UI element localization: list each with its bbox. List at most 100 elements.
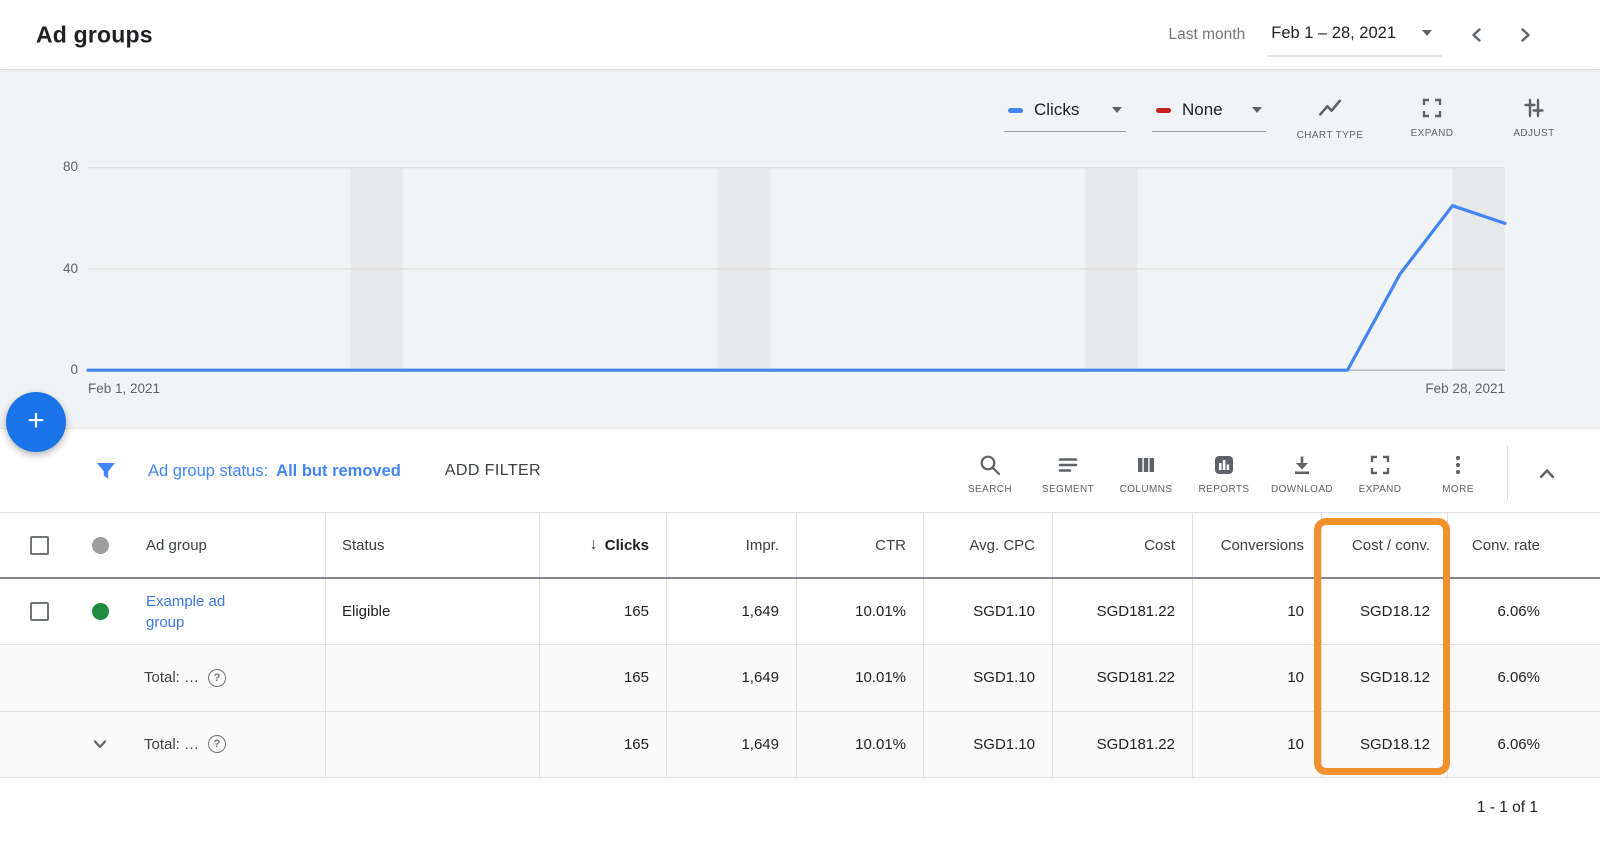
ad-group-cell: Example ad group xyxy=(130,579,325,644)
date-range-button[interactable]: Feb 1 – 28, 2021 xyxy=(1267,14,1442,57)
page-header: Ad groups Last month Feb 1 – 28, 2021 xyxy=(0,0,1600,70)
total-cost-per-conv-cell: SGD18.12 xyxy=(1321,645,1447,711)
total-impr-cell: 1,649 xyxy=(666,711,796,777)
total-clicks-cell: 165 xyxy=(539,645,666,711)
search-button[interactable]: SEARCH xyxy=(951,444,1029,495)
caret-down-icon xyxy=(1422,30,1432,36)
clicks-line-chart xyxy=(86,167,1507,372)
more-button[interactable]: MORE xyxy=(1419,444,1497,495)
secondary-metric-select[interactable]: None xyxy=(1152,84,1266,132)
more-label: MORE xyxy=(1442,484,1474,495)
column-header-cost[interactable]: Cost xyxy=(1052,513,1192,577)
chart-controls: Clicks None CHART TYPE EXPAND ADJUST xyxy=(1004,84,1572,141)
total-conv-rate-cell: 6.06% xyxy=(1447,711,1600,777)
download-icon xyxy=(1295,456,1309,475)
chart-expand-button[interactable]: EXPAND xyxy=(1394,84,1470,139)
total-avg-cpc-cell: SGD1.10 xyxy=(923,645,1052,711)
primary-metric-swatch xyxy=(1008,107,1023,113)
adjust-sliders-icon xyxy=(1524,98,1544,118)
status-dot-filter[interactable] xyxy=(91,536,109,554)
total-conversions-cell: 10 xyxy=(1192,645,1321,711)
columns-icon xyxy=(1138,458,1154,472)
clicks-line-series xyxy=(86,204,1507,372)
help-icon[interactable]: ? xyxy=(208,735,227,754)
columns-button[interactable]: COLUMNS xyxy=(1107,444,1185,495)
date-range-picker: Last month Feb 1 – 28, 2021 xyxy=(1169,0,1538,70)
expand-icon xyxy=(1370,455,1390,475)
y-axis-tick-label: 0 xyxy=(70,362,78,377)
help-icon[interactable]: ? xyxy=(208,668,227,687)
chevron-left-icon xyxy=(1472,28,1481,42)
collapse-table-button[interactable] xyxy=(1518,444,1576,484)
column-header-conversions[interactable]: Conversions xyxy=(1192,513,1321,577)
columns-label: COLUMNS xyxy=(1119,484,1173,495)
total-cost-cell: SGD181.22 xyxy=(1052,711,1192,777)
date-range-value: Feb 1 – 28, 2021 xyxy=(1271,23,1396,42)
total-cost-per-conv-cell: SGD18.12 xyxy=(1321,711,1447,777)
filter-value: All but removed xyxy=(276,461,401,480)
primary-metric-select[interactable]: Clicks xyxy=(1004,84,1126,132)
column-header-impr[interactable]: Impr. xyxy=(666,513,796,577)
search-label: SEARCH xyxy=(967,484,1013,495)
chart-expand-label: EXPAND xyxy=(1410,128,1454,139)
filter-prefix: Ad group status: xyxy=(148,461,269,480)
chart-type-label: CHART TYPE xyxy=(1296,130,1364,141)
table-row: Example ad group Eligible 165 1,649 10.0… xyxy=(0,579,1600,645)
clicks-header-label: Clicks xyxy=(604,536,649,554)
expand-totals-button[interactable] xyxy=(91,735,109,753)
chart-type-button[interactable]: CHART TYPE xyxy=(1292,84,1368,141)
y-axis-tick-label: 80 xyxy=(62,159,78,174)
secondary-metric-label: None xyxy=(1182,100,1223,119)
row-status-dot-cell xyxy=(70,579,130,644)
previous-period-button[interactable] xyxy=(1464,22,1490,48)
table-expand-button[interactable]: EXPAND xyxy=(1341,444,1419,495)
total-label: Total: … xyxy=(144,669,200,687)
filter-chip-ad-group-status[interactable]: Ad group status: All but removed xyxy=(148,462,401,481)
performance-chart: 0 40 80 Feb 1, 2021 Feb 28, 2021 Clicks No… xyxy=(0,70,1600,429)
total-label-cell: Total: … ? xyxy=(130,712,325,778)
clicks-cell: 165 xyxy=(539,579,666,644)
next-period-button[interactable] xyxy=(1512,22,1538,48)
select-all-checkbox[interactable] xyxy=(30,535,49,555)
chart-adjust-button[interactable]: ADJUST xyxy=(1496,84,1572,139)
line-chart-icon xyxy=(1318,99,1342,116)
column-header-ctr[interactable]: CTR xyxy=(796,513,923,577)
header-checkbox-cell xyxy=(0,513,70,577)
column-header-ad-group[interactable]: Ad group xyxy=(146,536,207,554)
add-ad-group-fab[interactable]: + xyxy=(6,392,66,452)
empty-cell xyxy=(0,712,70,778)
chevron-right-icon xyxy=(1521,28,1530,42)
row-checkbox[interactable] xyxy=(30,602,49,621)
total-label: Total: … xyxy=(144,735,200,753)
reports-label: REPORTS xyxy=(1198,484,1250,495)
chevron-down-icon xyxy=(93,740,107,749)
secondary-metric-swatch xyxy=(1156,107,1171,113)
reports-icon xyxy=(1215,456,1233,474)
y-axis-tick-label: 40 xyxy=(62,260,78,276)
page-title: Ad groups xyxy=(36,21,153,47)
x-axis-start-label: Feb 1, 2021 xyxy=(88,381,161,396)
column-header-status[interactable]: Status xyxy=(325,513,539,577)
avg-cpc-cell: SGD1.10 xyxy=(923,579,1052,644)
column-header-clicks[interactable]: ↓ Clicks xyxy=(539,513,666,577)
header-status-dot-cell xyxy=(70,513,130,577)
total-impr-cell: 1,649 xyxy=(666,645,796,711)
total-label-cell: Total: … ? xyxy=(130,645,325,711)
column-header-avg-cpc[interactable]: Avg. CPC xyxy=(923,513,1052,577)
add-filter-button[interactable]: ADD FILTER xyxy=(444,462,542,479)
caret-down-icon xyxy=(1112,107,1122,113)
impr-cell: 1,649 xyxy=(666,579,796,644)
table-header-row: Ad group Status ↓ Clicks Impr. CTR Avg. … xyxy=(0,513,1600,579)
reports-button[interactable]: REPORTS xyxy=(1185,444,1263,495)
conv-rate-cell: 6.06% xyxy=(1447,579,1600,644)
column-header-cost-per-conv[interactable]: Cost / conv. xyxy=(1321,513,1447,577)
empty-cell xyxy=(0,645,70,711)
segment-button[interactable]: SEGMENT xyxy=(1029,444,1107,495)
table-expand-label: EXPAND xyxy=(1358,484,1402,495)
status-enabled-dot[interactable] xyxy=(91,603,109,620)
download-button[interactable]: DOWNLOAD xyxy=(1263,444,1341,495)
ad-group-link[interactable]: Example ad group xyxy=(146,592,226,631)
plus-icon: + xyxy=(27,403,45,437)
total-row-account: Total: … ? 165 1,649 10.01% SGD1.10 SGD1… xyxy=(0,711,1600,778)
column-header-conv-rate[interactable]: Conv. rate xyxy=(1447,513,1600,577)
